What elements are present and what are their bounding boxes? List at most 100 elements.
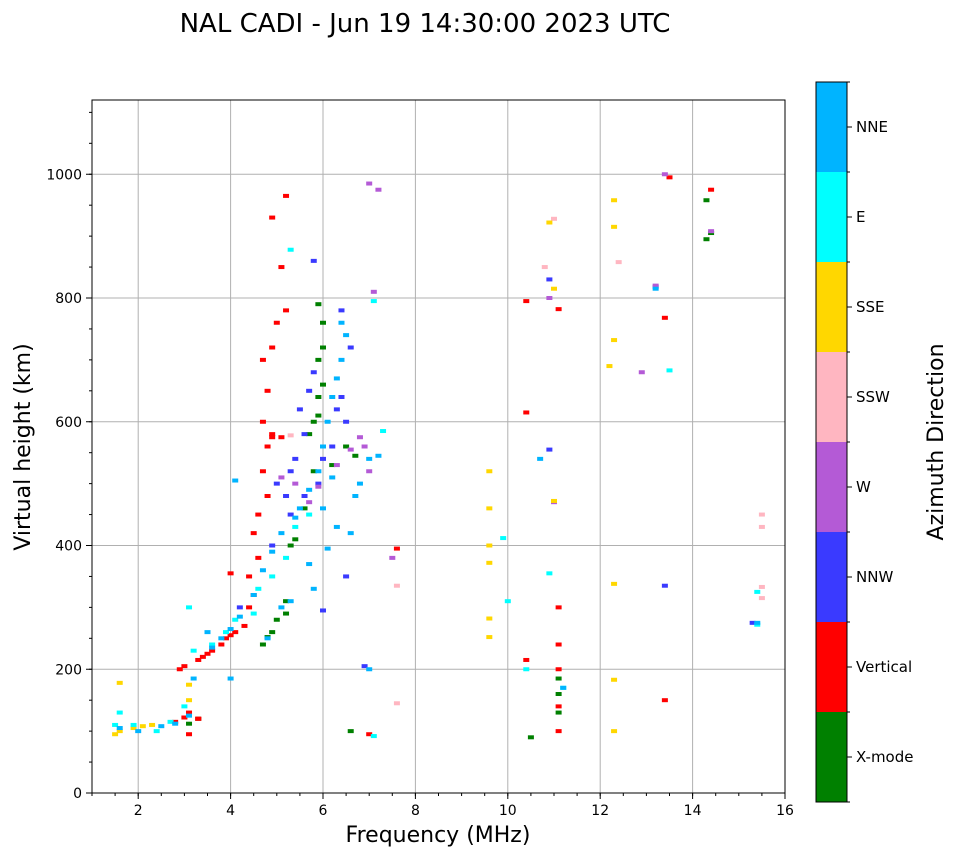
- data-point-nne: [320, 444, 326, 449]
- data-point-vertical: [218, 642, 225, 647]
- data-point-nne: [324, 546, 331, 551]
- x-tick-label: 14: [684, 803, 702, 819]
- data-point-sse: [546, 220, 553, 225]
- data-point-x-mode: [283, 611, 290, 616]
- data-point-nnw: [296, 407, 303, 412]
- data-point-sse: [606, 364, 613, 369]
- data-point-nnw: [236, 605, 243, 610]
- data-point-sse: [611, 677, 618, 682]
- data-point-nnw: [749, 620, 756, 625]
- data-point-w: [292, 481, 299, 486]
- data-point-nne: [347, 531, 354, 536]
- data-point-nnw: [306, 388, 313, 393]
- data-point-ssw: [541, 265, 548, 270]
- data-point-e: [287, 247, 294, 252]
- data-point-nne: [343, 333, 350, 338]
- data-point-nnw: [310, 258, 317, 263]
- data-point-nne: [236, 614, 243, 619]
- data-point-vertical: [209, 648, 216, 653]
- x-tick-label: 16: [776, 803, 794, 819]
- colorbar-tick-label: X-mode: [856, 748, 913, 766]
- data-point-nne: [310, 586, 317, 591]
- data-point-nne: [269, 549, 276, 554]
- data-point-w: [652, 283, 659, 288]
- data-point-x-mode: [703, 237, 710, 242]
- data-point-x-mode: [310, 419, 317, 424]
- data-point-vertical: [176, 667, 183, 672]
- data-point-nne: [227, 627, 234, 632]
- colorbar-segment-sse: [816, 262, 847, 352]
- data-point-vertical: [555, 667, 562, 672]
- data-point-sse: [611, 729, 618, 734]
- data-point-x-mode: [301, 506, 308, 511]
- colorbar-segment-nnw: [816, 532, 847, 622]
- data-point-x-mode: [306, 432, 313, 437]
- data-point-w: [708, 229, 715, 234]
- data-point-x-mode: [555, 710, 562, 715]
- data-point-nne: [652, 286, 659, 291]
- data-point-sse: [611, 338, 618, 343]
- data-point-sse: [486, 635, 493, 640]
- data-point-vertical: [366, 732, 373, 737]
- data-point-x-mode: [186, 721, 193, 726]
- data-point-nne: [287, 599, 294, 604]
- x-tick-label: 10: [499, 803, 517, 819]
- y-tick-label: 0: [73, 786, 82, 802]
- data-point-nne: [135, 729, 142, 734]
- axis-ticks: 2 4 6 8 10 12 14 16 0 200 400 600 800 1000: [46, 111, 794, 819]
- data-point-vertical: [269, 345, 276, 350]
- data-point-vertical: [255, 555, 262, 560]
- data-point-x-mode: [315, 395, 322, 399]
- data-point-ssw: [287, 433, 294, 438]
- data-point-nnw: [310, 370, 317, 375]
- data-point-ssw: [615, 260, 622, 265]
- data-point-nne: [560, 685, 567, 690]
- data-point-vertical: [186, 732, 193, 737]
- data-point-nnw: [320, 608, 326, 613]
- data-point-x-mode: [283, 599, 290, 604]
- data-point-vertical: [269, 215, 276, 220]
- data-point-x-mode: [320, 320, 326, 325]
- data-point-vertical: [199, 654, 206, 659]
- data-point-e: [306, 512, 313, 517]
- data-point-e: [232, 617, 239, 622]
- data-point-x-mode: [347, 729, 354, 734]
- grid-lines: [92, 100, 786, 794]
- data-point-ssw: [758, 512, 765, 517]
- data-point-w: [333, 463, 340, 468]
- data-point-vertical: [195, 657, 202, 662]
- data-point-e: [523, 667, 530, 672]
- data-point-x-mode: [315, 357, 322, 362]
- data-point-vertical: [283, 308, 290, 313]
- data-point-nne: [306, 562, 313, 567]
- data-point-sse: [116, 729, 123, 734]
- plot-frame: [91, 99, 786, 794]
- data-point-vertical: [666, 175, 673, 180]
- data-point-vertical: [661, 698, 668, 703]
- data-point-sse: [139, 724, 146, 729]
- data-point-vertical: [283, 193, 290, 198]
- data-point-nne: [186, 713, 193, 718]
- chart-title: NAL CADI - Jun 19 14:30:00 2023 UTC: [180, 9, 671, 39]
- data-point-sse: [486, 469, 493, 474]
- colorbar-tick-label: NNE: [856, 118, 888, 136]
- data-point-vertical: [523, 299, 530, 304]
- data-point-nnw: [269, 543, 276, 548]
- data-point-vertical: [186, 710, 193, 715]
- data-point-nne: [209, 645, 216, 650]
- data-point-w: [375, 187, 382, 192]
- data-point-vertical: [708, 187, 715, 192]
- data-point-nnw: [546, 447, 553, 452]
- data-point-x-mode: [310, 469, 317, 474]
- data-point-nnw: [361, 664, 368, 669]
- data-point-ssw: [551, 216, 557, 221]
- data-point-nne: [232, 478, 239, 483]
- data-point-nnw: [292, 456, 299, 461]
- data-point-nne: [204, 630, 211, 635]
- data-point-vertical: [555, 642, 562, 647]
- x-tick-label: 2: [134, 803, 143, 819]
- data-point-nne: [537, 456, 544, 461]
- data-point-nnw: [329, 444, 336, 449]
- data-point-sse: [116, 680, 123, 685]
